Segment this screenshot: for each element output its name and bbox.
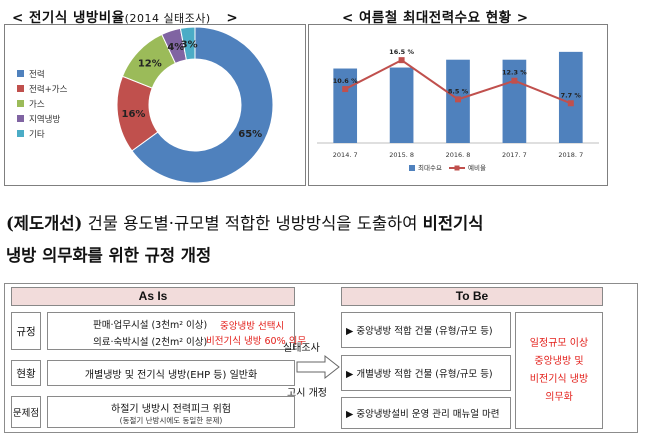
problem-text: 하절기 냉방시 전력피크 위험 [111, 404, 231, 415]
rule-red-2: 비전기식 냉방 60% 의무 [206, 336, 307, 347]
to-be-item-2: ▶ 개별냉방 적합 건물 (유형/규모 등) [341, 355, 511, 391]
line-value-label-1: 10.6 % [333, 77, 358, 85]
legend-label-4: 지역냉방 [29, 114, 60, 125]
rule-content: 판매·업무시설 (3천m² 이상) 의료·숙박시설 (2천m² 이상) 중앙냉방… [47, 312, 306, 350]
to-be-red-3: 비전기식 냉방 [529, 373, 589, 385]
status-label: 현황 [11, 360, 41, 386]
headline-text: 건물 용도별·규모별 적합한 냉방방식을 도출하여 [82, 214, 423, 233]
line-point-5 [567, 100, 574, 107]
x-tick-label-1: 2014. 7 [333, 151, 358, 159]
legend-swatch-1 [17, 70, 24, 77]
rule-red-1: 중앙냉방 선택시 [220, 321, 285, 332]
arrow-label-top: 실태조사 [283, 343, 320, 354]
bar-chart-title: < 여름철 최대전력수요 현황 > [342, 10, 529, 26]
legend-label-3: 가스 [29, 100, 45, 110]
bar-5 [558, 51, 583, 143]
donut-slice-label-5: 3% [181, 39, 198, 50]
to-be-conclusion: 일정규모 이상 중앙냉방 및 비전기식 냉방 의무화 [515, 312, 603, 429]
headline-prefix: (제도개선) [6, 214, 83, 233]
donut-slice-1 [131, 26, 274, 184]
problem-label: 문제점 [11, 396, 41, 428]
problem-content: 하절기 냉방시 전력피크 위험 (동절기 난방시에도 동일한 문제) [47, 396, 295, 428]
legend-swatch-2 [17, 85, 24, 92]
line-value-label-3: 8.5 % [448, 87, 469, 95]
headline-bold-1: 비전기식 [422, 214, 484, 233]
bar-line-chart: 2014. 7 2015. 8 2016. 8 2017. 7 2018. 7 10.6 … [317, 48, 599, 172]
bar-2 [389, 67, 414, 143]
legend-swatch-3 [17, 100, 24, 107]
problem-subtext: (동절기 난방시에도 동일한 문제) [119, 416, 223, 425]
to-be-item-1: ▶ 중앙냉방 적합 건물 (유형/규모 등) [341, 312, 511, 348]
policy-diagram: As Is To Be 규정 판매·업무시설 (3천m² 이상) 의료·숙박시설… [4, 283, 638, 433]
legend-swatch-5 [17, 130, 24, 137]
right-arrow-icon [296, 354, 340, 380]
donut-slice-label-2: 16% [122, 109, 146, 120]
status-content: 개별냉방 및 전기식 냉방(EHP 등) 일반화 [47, 360, 295, 386]
bar-chart-panel: 2014. 7 2015. 8 2016. 8 2017. 7 2018. 7 10.6 … [308, 24, 608, 186]
rule-label: 규정 [11, 312, 41, 350]
to-be-red-2: 중앙냉방 및 [534, 355, 584, 367]
line-point-2 [398, 57, 405, 64]
headline-line-1: (제도개선) 건물 용도별·규모별 적합한 냉방방식을 도출하여 비전기식 [6, 210, 483, 238]
legend-line-label: 예비율 [468, 163, 486, 172]
to-be-red-4: 의무화 [545, 391, 573, 403]
x-tick-label-4: 2017. 7 [502, 151, 527, 159]
bar-4 [502, 59, 527, 144]
rule-line-2: 의료·숙박시설 (2천m² 이상) [93, 337, 208, 348]
line-value-label-4: 12.3 % [502, 69, 527, 77]
arrow-label-bottom: 고시 개정 [287, 388, 327, 399]
donut-chart-title: < 전기식 냉방비율(2014 실태조사) > [12, 10, 239, 26]
donut-slice-label-3: 12% [138, 59, 162, 70]
to-be-item-3: ▶ 중앙냉방설비 운영 관리 매뉴얼 마련 [341, 397, 511, 429]
legend-bar-label: 최대수요 [418, 163, 442, 172]
legend-label-2: 전력+가스 [29, 84, 68, 95]
line-point-1 [342, 86, 349, 93]
x-tick-label-3: 2016. 8 [446, 151, 471, 159]
donut-slice-label-1: 65% [238, 129, 262, 140]
legend-label-1: 전력 [29, 69, 45, 80]
x-tick-label-5: 2018. 7 [558, 151, 583, 159]
line-value-label-5: 7.7 % [561, 91, 582, 99]
as-is-header: As Is [11, 287, 295, 306]
headline-bold-2: 냉방 의무화를 위한 규정 개정 [6, 246, 212, 265]
line-point-4 [511, 77, 518, 84]
legend-swatch-4 [17, 115, 24, 122]
line-point-3 [455, 96, 461, 103]
x-tick-label-2: 2015. 8 [389, 151, 414, 159]
status-text: 개별냉방 및 전기식 냉방(EHP 등) 일반화 [84, 369, 258, 381]
legend-label-5: 기타 [29, 130, 45, 140]
donut-slice-label-4: 4% [167, 42, 184, 53]
rule-line-1: 판매·업무시설 (3천m² 이상) [93, 320, 208, 331]
line-value-label-2: 16.5 % [389, 48, 414, 56]
headline-line-2: 냉방 의무화를 위한 규정 개정 [6, 242, 211, 270]
to-be-red-1: 일정규모 이상 [529, 337, 589, 349]
legend-line-marker [454, 165, 460, 171]
donut-slice-5 [179, 26, 196, 61]
legend-bar-swatch [409, 165, 415, 171]
to-be-header: To Be [341, 287, 603, 306]
